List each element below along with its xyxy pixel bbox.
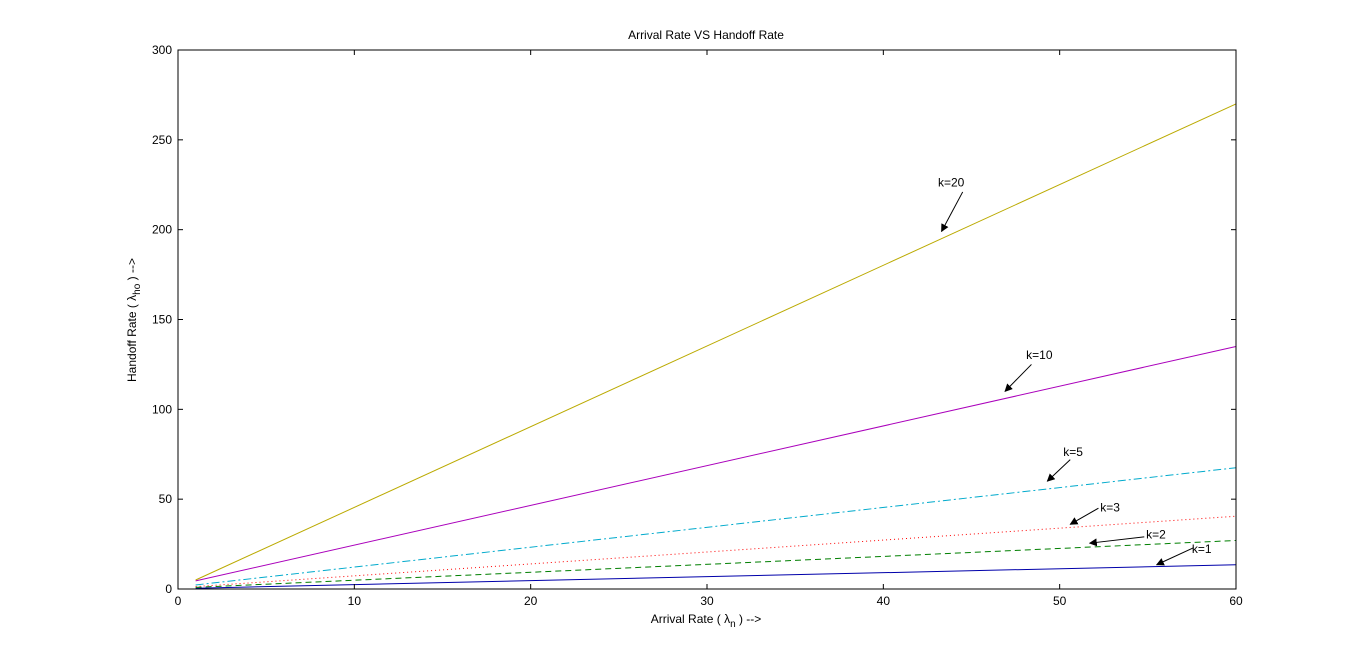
y-axis-label-suffix: ) --> xyxy=(125,258,139,284)
series-line-k3 xyxy=(195,515,1237,588)
annotation-label: k=10 xyxy=(1026,348,1053,362)
x-tick-label: 10 xyxy=(348,594,362,608)
annotation-arrow xyxy=(1004,364,1032,392)
annotation-label: k=5 xyxy=(1063,445,1083,459)
plot-area xyxy=(178,50,1236,589)
x-tick-label: 30 xyxy=(700,594,714,608)
y-tick-label: 250 xyxy=(152,133,172,147)
annotation-arrow xyxy=(1046,459,1071,482)
x-axis-label-subscript: n xyxy=(730,619,736,630)
x-axis-label-suffix: ) --> xyxy=(736,612,762,626)
x-tick-label: 40 xyxy=(877,594,891,608)
annotation-layer: k=20 k=10 k=5 k=3 k=2 k=1 xyxy=(938,176,1212,566)
y-axis-label-subscript: ho xyxy=(132,283,143,295)
x-tick-label: 0 xyxy=(175,594,182,608)
series-line-k20 xyxy=(195,103,1237,581)
y-tick-label: 150 xyxy=(152,313,172,327)
annotation-arrow xyxy=(941,191,964,233)
annotation-arrow xyxy=(1088,536,1145,547)
y-tick-label: 300 xyxy=(152,43,172,57)
annotation-label: k=2 xyxy=(1146,528,1166,542)
y-axis-label-symbol: λ xyxy=(125,295,139,301)
x-tick-label: 20 xyxy=(524,594,538,608)
y-tick-label: 200 xyxy=(152,223,172,237)
series-line-k2 xyxy=(195,539,1237,588)
y-tick-label: 50 xyxy=(159,492,173,506)
x-tick-label: 60 xyxy=(1229,594,1243,608)
series-line-k1 xyxy=(195,564,1237,589)
annotation-label: k=3 xyxy=(1100,501,1120,515)
x-axis-label-prefix: Arrival Rate ( xyxy=(651,612,724,626)
annotation-label: k=1 xyxy=(1192,542,1212,556)
y-axis-label: Handoff Rate ( λho ) --> xyxy=(125,258,143,382)
y-tick-label: 100 xyxy=(152,402,172,416)
x-axis-label: Arrival Rate ( λn ) --> xyxy=(651,612,762,630)
series-line-k10 xyxy=(195,345,1237,582)
y-axis-label-prefix: Handoff Rate ( xyxy=(125,301,139,382)
annotation-arrow xyxy=(1155,547,1194,566)
x-tick-label: 50 xyxy=(1053,594,1067,608)
axes-layer: 0 10 20 30 40 50 60 0 50 100 150 200 250 300 xyxy=(152,43,1243,608)
y-tick-label: 0 xyxy=(165,582,172,596)
annotation-arrow xyxy=(1069,507,1099,525)
series-layer xyxy=(195,103,1237,589)
x-axis-label-symbol: λ xyxy=(724,612,730,626)
chart-title: Arrival Rate VS Handoff Rate xyxy=(628,28,784,42)
annotation-label: k=20 xyxy=(938,176,965,190)
series-line-k5 xyxy=(195,467,1237,586)
